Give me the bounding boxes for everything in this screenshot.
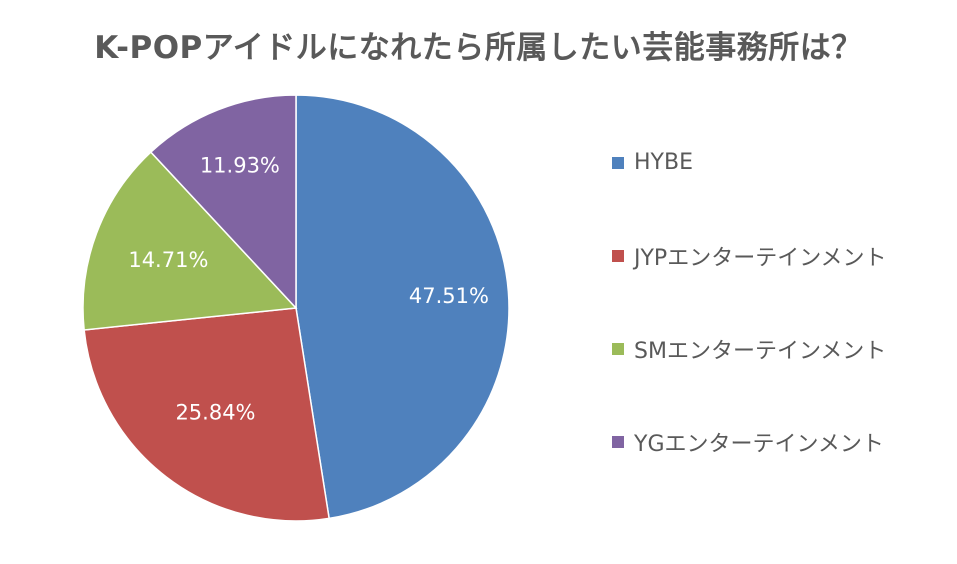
legend: HYBE JYPエンターテインメント SMエンターテインメント YGエンターテインメン… — [612, 140, 887, 512]
slice-value-label: 25.84% — [175, 401, 255, 425]
slice-value-label: 47.51% — [409, 284, 489, 308]
slice-value-label: 11.93% — [200, 153, 280, 177]
legend-item: HYBE — [612, 140, 887, 185]
chart-title: K-POPアイドルになれたら所属したい芸能事務所は？ — [94, 30, 863, 66]
pie-value-labels: 47.51% 25.84% 14.71% 11.93% — [128, 153, 489, 424]
pie-slice-3 — [82, 151, 298, 331]
legend-label: HYBE — [634, 150, 693, 175]
legend-item: JYPエンターテインメント — [612, 233, 887, 278]
slice-value-label: 14.71% — [128, 248, 208, 272]
legend-swatch — [612, 249, 624, 262]
legend-swatch — [612, 435, 624, 448]
pie-slice-4 — [149, 94, 297, 310]
legend-label: YGエンターテインメント — [634, 431, 884, 457]
pie-slice-1 — [295, 94, 510, 520]
legend-label: SMエンターテインメント — [634, 338, 887, 364]
legend-item: YGエンターテインメント — [612, 419, 887, 464]
pie-slices — [82, 94, 510, 522]
legend-label: JYPエンターテインメント — [634, 245, 887, 271]
legend-swatch — [612, 156, 624, 169]
pie-slice-2 — [83, 307, 330, 522]
legend-item: SMエンターテインメント — [612, 326, 887, 371]
legend-swatch — [612, 342, 624, 355]
